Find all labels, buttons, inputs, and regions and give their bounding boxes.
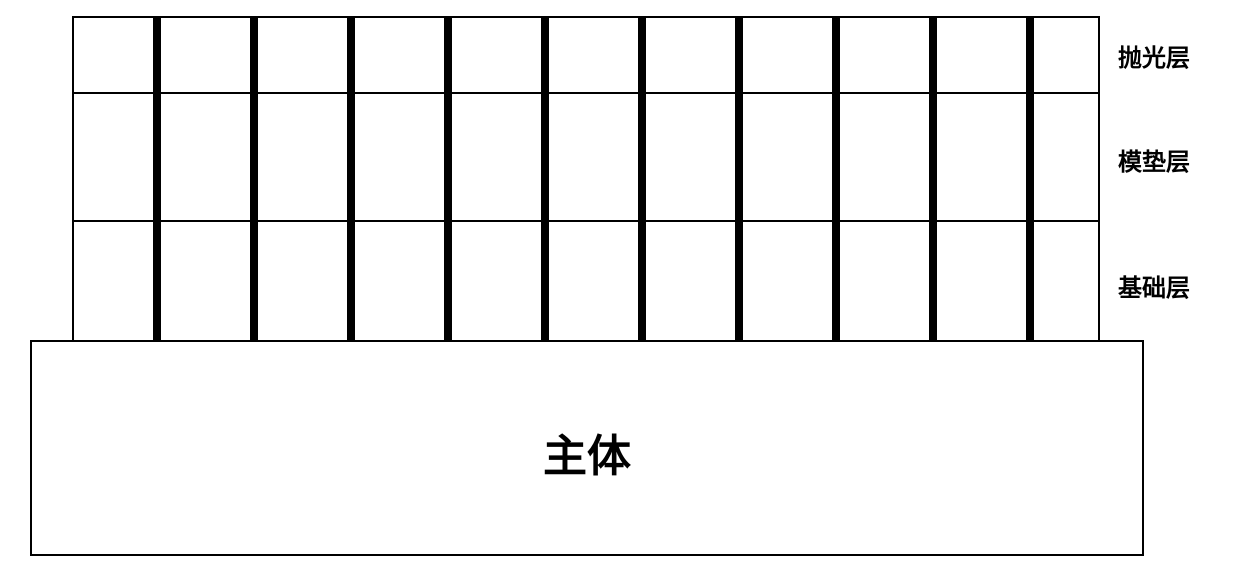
label-main: 主体 bbox=[543, 420, 631, 484]
vertical-bar-7 bbox=[735, 16, 743, 342]
label-base: 基础层 bbox=[1118, 268, 1190, 303]
vertical-bar-2 bbox=[250, 16, 258, 342]
pad-layer bbox=[72, 92, 1100, 222]
polish-layer bbox=[72, 16, 1100, 94]
vertical-bar-6 bbox=[638, 16, 646, 342]
vertical-bar-5 bbox=[541, 16, 549, 342]
vertical-bar-9 bbox=[929, 16, 937, 342]
diagram-root: 抛光层 模垫层 基础层 主体 bbox=[0, 0, 1240, 572]
vertical-bar-1 bbox=[153, 16, 161, 342]
base-layer bbox=[72, 220, 1100, 342]
vertical-bar-8 bbox=[832, 16, 840, 342]
vertical-bar-10 bbox=[1026, 16, 1034, 342]
label-polish: 抛光层 bbox=[1118, 38, 1190, 73]
label-pad: 模垫层 bbox=[1118, 142, 1190, 177]
vertical-bar-4 bbox=[444, 16, 452, 342]
vertical-bar-3 bbox=[347, 16, 355, 342]
